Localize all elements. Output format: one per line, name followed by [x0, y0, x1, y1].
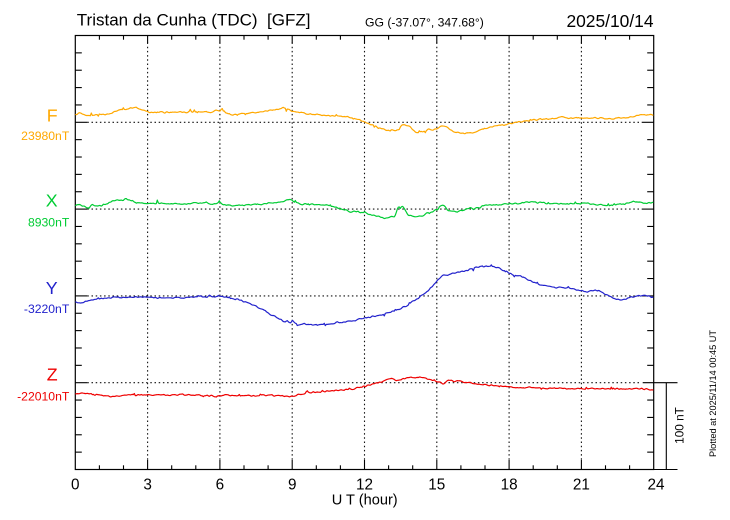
svg-text:9: 9: [288, 476, 297, 493]
svg-text:GG (-37.07°, 347.68°): GG (-37.07°, 347.68°): [365, 15, 484, 29]
svg-text:-3220nT: -3220nT: [24, 302, 70, 316]
svg-text:23980nT: 23980nT: [21, 129, 70, 143]
svg-text:F: F: [47, 105, 58, 125]
svg-text:18: 18: [501, 476, 518, 493]
svg-text:Z: Z: [47, 365, 58, 385]
svg-text:0: 0: [71, 476, 80, 493]
svg-text:X: X: [46, 190, 58, 210]
svg-text:6: 6: [216, 476, 225, 493]
svg-text:15: 15: [428, 476, 445, 493]
svg-text:12: 12: [356, 476, 373, 493]
svg-text:8930nT: 8930nT: [28, 215, 70, 229]
svg-text:U T (hour): U T (hour): [332, 493, 398, 509]
svg-text:24: 24: [647, 476, 665, 493]
svg-text:21: 21: [573, 476, 590, 493]
svg-text:Y: Y: [46, 278, 58, 298]
svg-text:3: 3: [143, 476, 152, 493]
svg-text:2025/10/14: 2025/10/14: [566, 11, 653, 31]
svg-text:-22010nT: -22010nT: [17, 389, 70, 403]
svg-text:Tristan da Cunha (TDC) [GFZ]: Tristan da Cunha (TDC) [GFZ]: [77, 11, 311, 30]
svg-text:Plotted at 2025/11/14 00:45 UT: Plotted at 2025/11/14 00:45 UT: [708, 330, 718, 457]
svg-text:100 nT: 100 nT: [673, 407, 687, 444]
